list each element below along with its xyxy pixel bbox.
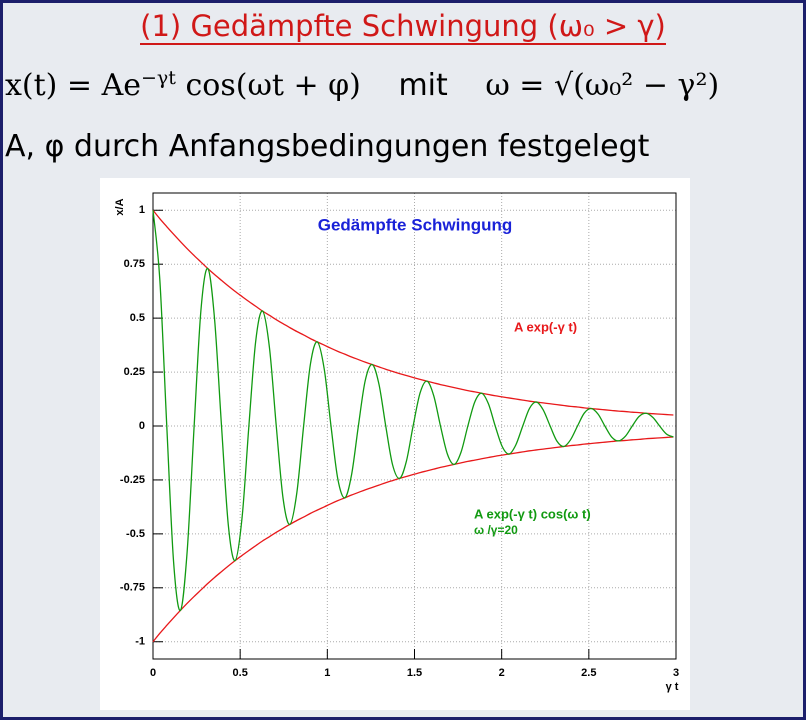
eq-rhs: cos(ωt + φ) bbox=[185, 68, 361, 103]
y-tick-label: -0.25 bbox=[120, 474, 145, 486]
y-tick-label: -0.75 bbox=[120, 582, 145, 594]
y-tick-label: 0.25 bbox=[124, 366, 145, 378]
annotation: ω /γ=20 bbox=[474, 523, 518, 537]
chart: -1 -0.75 -0.5 -0.25 0 0.25 0.5 0.75 1 0 0.5 1 1.5 2 2.… bbox=[100, 178, 690, 710]
eq-exponent: −γt bbox=[141, 67, 176, 89]
y-tick-label: 0 bbox=[139, 420, 145, 432]
x-axis-label: γ t bbox=[666, 681, 679, 693]
slide-title-row: (1) Gedämpfte Schwingung (ω₀ > γ) bbox=[3, 9, 803, 45]
x-tick-label: 2.5 bbox=[581, 667, 596, 679]
x-tick-label: 1.5 bbox=[407, 667, 422, 679]
series-line bbox=[152, 209, 674, 416]
series-label: A exp(-γ t) bbox=[514, 319, 577, 334]
plot-frame bbox=[152, 192, 677, 660]
eq-mit: mit bbox=[398, 68, 448, 103]
eq-lhs: x(t) = Ae bbox=[5, 68, 142, 103]
series-line bbox=[152, 436, 674, 643]
equation: x(t) = Ae−γt cos(ωt + φ) mit ω = √(ω₀² −… bbox=[5, 67, 719, 103]
x-tick-label: 0.5 bbox=[233, 667, 248, 679]
y-tick-label: -1 bbox=[135, 636, 145, 648]
chart-background bbox=[100, 178, 690, 710]
eq-omega: ω = √(ω₀² − γ²) bbox=[485, 68, 720, 103]
series-line bbox=[152, 210, 674, 612]
note: A, φ durch Anfangsbedingungen festgelegt bbox=[5, 129, 650, 164]
x-tick-label: 0 bbox=[150, 667, 156, 679]
series-label: A exp(-γ t) cos(ω t) bbox=[474, 506, 591, 521]
x-tick-label: 2 bbox=[499, 667, 505, 679]
y-tick-label: 0.5 bbox=[130, 312, 145, 324]
x-tick-label: 3 bbox=[673, 667, 679, 679]
slide-title: (1) Gedämpfte Schwingung (ω₀ > γ) bbox=[140, 9, 666, 45]
y-tick-label: 1 bbox=[139, 204, 145, 216]
y-tick-label: 0.75 bbox=[124, 258, 145, 270]
chart-title: Gedämpfte Schwingung bbox=[318, 215, 513, 234]
y-axis-label: x/A bbox=[114, 198, 126, 215]
x-tick-label: 1 bbox=[324, 667, 330, 679]
y-tick-label: -0.5 bbox=[126, 528, 145, 540]
